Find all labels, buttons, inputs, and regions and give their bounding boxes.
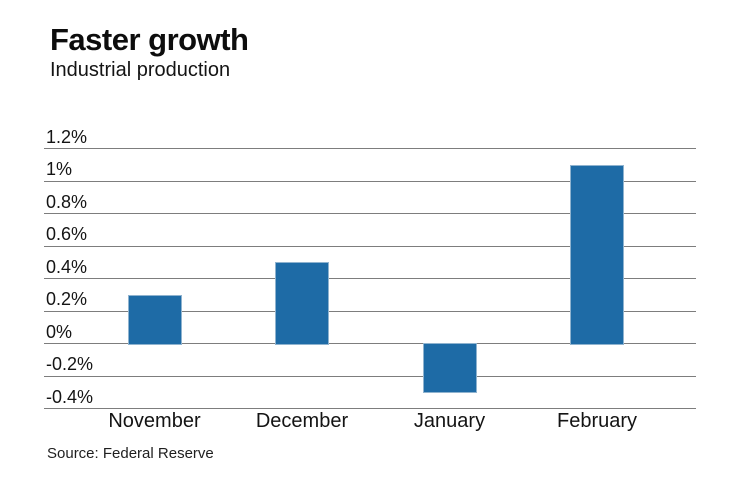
x-category-label-december: December	[255, 410, 349, 432]
chart-subtitle: Industrial production	[50, 59, 231, 81]
y-tick-label-1%: 1%	[46, 159, 73, 179]
y-tick-label-0.4%: 0.4%	[46, 256, 88, 277]
y-tick-label-0%: 0%	[46, 321, 73, 342]
y-tick-label--0.4%: -0.4%	[46, 386, 94, 407]
x-category-label-january: January	[413, 410, 486, 432]
bar-november	[127, 294, 182, 345]
gridline-1%	[44, 181, 696, 182]
gridline-0.4%	[44, 278, 696, 279]
gridline-0.2%	[44, 311, 696, 312]
bar-january	[422, 343, 477, 393]
bar-december	[275, 262, 329, 345]
gridline--0.4%	[44, 408, 696, 409]
gridline-0.6%	[44, 246, 696, 247]
gridline--0.2%	[44, 376, 696, 377]
y-tick-label-0.8%: 0.8%	[46, 191, 88, 212]
bar-february	[570, 164, 624, 345]
gridline-1.2%	[44, 148, 696, 149]
gridline-0.8%	[44, 213, 696, 214]
y-tick-label--0.2%: -0.2%	[46, 354, 94, 374]
chart-title: Faster growth	[50, 22, 249, 57]
x-category-label-february: February	[556, 410, 638, 432]
y-tick-label-1.2%: 1.2%	[46, 126, 88, 147]
y-tick-label-0.6%: 0.6%	[46, 224, 88, 244]
x-category-label-november: November	[108, 410, 201, 432]
y-tick-label-0.2%: 0.2%	[46, 289, 88, 309]
gridline-0%	[44, 343, 696, 344]
source-note: Source: Federal Reserve	[47, 445, 214, 462]
